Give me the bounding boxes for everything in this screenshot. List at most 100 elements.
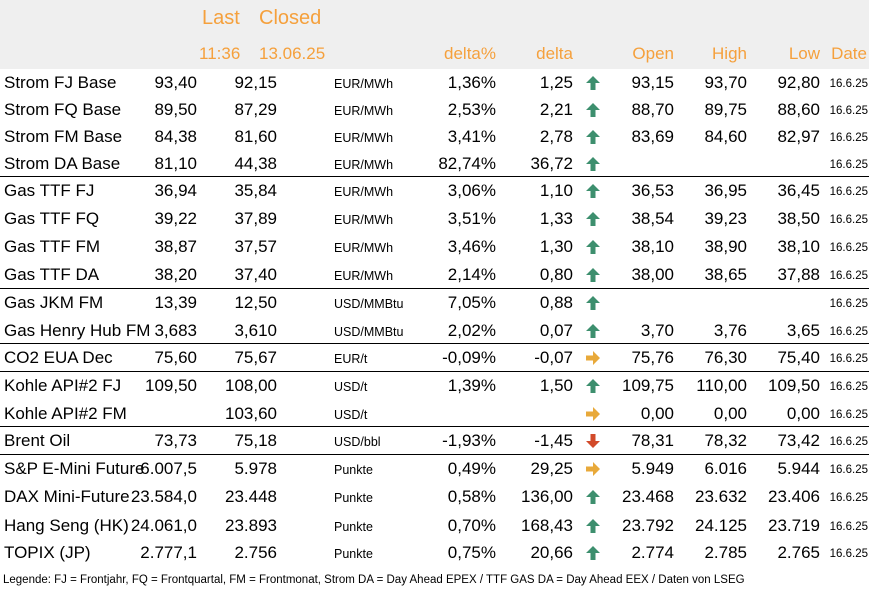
delta-pct-value: -1,93%	[442, 431, 496, 450]
delta-value: 1,33	[539, 209, 573, 228]
low-value: 2.765	[777, 543, 820, 562]
high-value: 6.016	[704, 459, 747, 478]
delta-value: 1,50	[539, 376, 573, 395]
last-value: 93,40	[154, 73, 197, 92]
last-value: 81,10	[154, 154, 197, 173]
low-value: 73,42	[777, 431, 820, 450]
table-row: Strom DA Base 81,10 44,38 82,74% 36,72 EUR/MW…	[0, 154, 869, 178]
high-value: 24.125	[695, 516, 747, 535]
delta-pct-value: 82,74%	[438, 154, 496, 173]
low-value: 82,97	[777, 127, 820, 146]
instrument-name: Gas Henry Hub FM	[4, 321, 151, 340]
last-value: 13,39	[154, 293, 197, 312]
date-value: 16.6.25	[829, 548, 868, 560]
open-value: 88,70	[631, 100, 674, 119]
high-value: 93,70	[704, 73, 747, 92]
high-value: 76,30	[704, 348, 747, 367]
closed-date: 13.06.25	[259, 44, 326, 63]
date-value: 16.6.25	[829, 159, 868, 171]
date-value: 16.6.25	[829, 270, 868, 282]
table-row: Gas JKM FM 13,39 12,50 7,05% 0,88 USD/MMBtu 16…	[0, 293, 869, 317]
last-value: 24.061,0	[130, 516, 197, 535]
delta-value: 29,25	[530, 459, 573, 478]
closed-value: 37,89	[234, 209, 277, 228]
open-value: 36,53	[631, 181, 674, 200]
trend-up-icon	[585, 183, 601, 199]
open-value: 83,69	[631, 127, 674, 146]
date-value: 16.6.25	[829, 436, 868, 448]
instrument-name: Gas TTF FM	[4, 237, 101, 256]
last-value: 38,87	[154, 237, 197, 256]
low-value: 38,10	[777, 237, 820, 256]
delta-value: -0,07	[534, 348, 573, 367]
group-divider	[0, 426, 869, 427]
low-value: 3,65	[786, 321, 820, 340]
delta-value: 1,25	[539, 73, 573, 92]
unit-label: EUR/MWh	[334, 185, 394, 199]
last-value: 75,60	[154, 348, 197, 367]
date-value: 16.6.25	[829, 105, 868, 117]
delta-pct-value: 2,14%	[447, 265, 496, 284]
instrument-name: Kohle API#2 FJ	[4, 376, 122, 395]
last-value: 89,50	[154, 100, 197, 119]
delta-value: 168,43	[521, 516, 573, 535]
delta-pct-value: 1,36%	[447, 73, 496, 92]
trend-up-icon	[585, 267, 601, 283]
table-row: Hang Seng (HK) 24.061,0 23.893 0,70% 168,43 2…	[0, 516, 869, 540]
table-row: Gas Henry Hub FM 3,683 3,610 2,02% 0,07 3,70 3…	[0, 321, 869, 345]
delta-pct-value: -0,09%	[442, 348, 496, 367]
delta-value: 1,30	[539, 237, 573, 256]
instrument-name: TOPIX (JP)	[4, 543, 91, 562]
trend-up-icon	[585, 378, 601, 394]
instrument-name: Strom DA Base	[4, 154, 121, 173]
delta-pct-value: 7,05%	[447, 293, 496, 312]
high-value: 3,76	[713, 321, 747, 340]
col-date: Date	[831, 44, 867, 63]
trend-up-icon	[585, 102, 601, 118]
legend: Legende: FJ = Frontjahr, FQ = Frontquart…	[3, 574, 745, 586]
last-value: 2.777,1	[140, 543, 197, 562]
trend-up-icon	[585, 239, 601, 255]
instrument-name: Strom FJ Base	[4, 73, 117, 92]
low-value: 88,60	[777, 100, 820, 119]
open-value: 78,31	[631, 431, 674, 450]
group-divider	[0, 176, 869, 177]
delta-value: 36,72	[530, 154, 573, 173]
delta-value: 1,10	[539, 181, 573, 200]
table-row: TOPIX (JP) 2.777,1 2.756 0,75% 20,66 2.774 2.7…	[0, 543, 869, 567]
col-open: Open	[632, 44, 674, 63]
delta-pct-value: 0,58%	[447, 487, 496, 506]
trend-up-icon	[585, 489, 601, 505]
open-value: 75,76	[631, 348, 674, 367]
closed-value: 87,29	[234, 100, 277, 119]
table-row: S&P E-Mini Future 6.007,5 5.978 0,49% 29,25 5…	[0, 459, 869, 483]
closed-value: 44,38	[234, 154, 277, 173]
date-value: 16.6.25	[829, 353, 868, 365]
closed-value: 103,60	[225, 404, 277, 423]
unit-label: Punkte	[334, 547, 373, 561]
date-value: 16.6.25	[829, 242, 868, 254]
date-value: 16.6.25	[829, 492, 868, 504]
unit-label: EUR/MWh	[334, 131, 394, 145]
closed-value: 2.756	[234, 543, 277, 562]
low-value: 5.944	[777, 459, 820, 478]
delta-pct-value: 0,75%	[447, 543, 496, 562]
instrument-name: Strom FM Base	[4, 127, 123, 146]
open-value: 23.792	[622, 516, 674, 535]
trend-up-icon	[585, 211, 601, 227]
delta-pct-value: 0,49%	[447, 459, 496, 478]
closed-value: 108,00	[225, 376, 277, 395]
group-divider	[0, 454, 869, 455]
unit-label: EUR/MWh	[334, 77, 394, 91]
delta-pct-value: 3,51%	[447, 209, 496, 228]
open-value: 93,15	[631, 73, 674, 92]
date-value: 16.6.25	[829, 132, 868, 144]
unit-label: EUR/MWh	[334, 241, 394, 255]
trend-up-icon	[585, 518, 601, 534]
last-value: 109,50	[145, 376, 197, 395]
delta-pct-value: 0,70%	[447, 516, 496, 535]
delta-pct-value: 3,06%	[447, 181, 496, 200]
table-row: Strom FJ Base 93,40 92,15 1,36% 1,25 93,15 93,…	[0, 73, 869, 97]
trend-flat-icon	[585, 461, 601, 477]
high-value: 78,32	[704, 431, 747, 450]
